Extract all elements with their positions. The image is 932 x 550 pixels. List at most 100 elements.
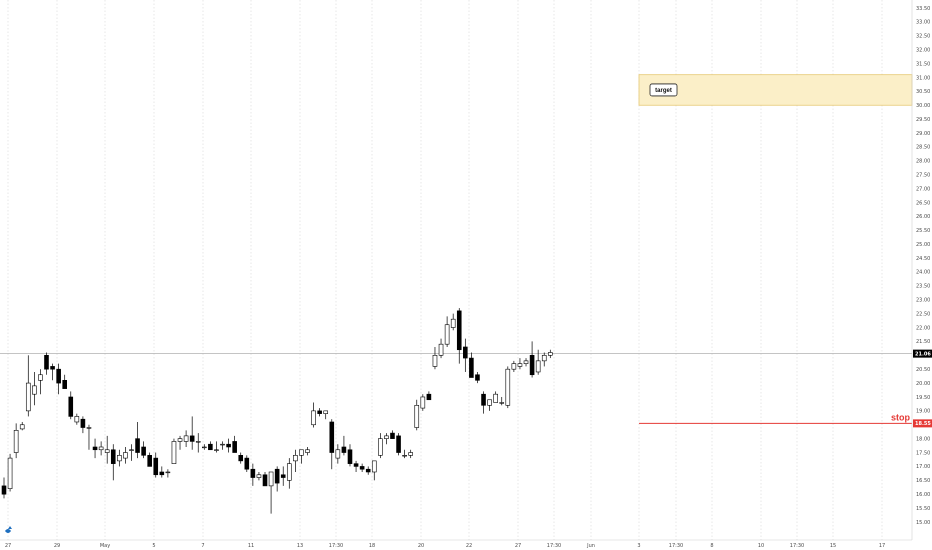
y-tick-label: 30.50 bbox=[916, 89, 930, 95]
x-tick-label: 17:30 bbox=[669, 543, 683, 549]
candle-body bbox=[299, 449, 304, 456]
candle-body bbox=[62, 380, 68, 389]
candle-body bbox=[535, 360, 541, 373]
candle bbox=[92, 438, 98, 459]
candle bbox=[305, 446, 310, 456]
candle-body bbox=[280, 474, 286, 478]
candle-body bbox=[505, 368, 511, 406]
x-tick-label: May bbox=[100, 543, 110, 549]
candle bbox=[293, 449, 298, 472]
candle bbox=[220, 441, 225, 450]
y-tick-label: 31.00 bbox=[916, 75, 930, 81]
candle bbox=[135, 421, 140, 459]
x-tick-label: 17:30 bbox=[329, 543, 343, 549]
candle-body bbox=[232, 441, 237, 453]
time-axis[interactable]: 27 29 May 5 7 11 13 17:30 18 20 22 27 17:30 Jun 3 17:30… bbox=[0, 539, 912, 549]
y-tick-label: 24.50 bbox=[916, 256, 930, 262]
candle bbox=[44, 352, 49, 375]
candle bbox=[80, 416, 86, 434]
candle-body bbox=[44, 354, 49, 370]
candles bbox=[1, 308, 553, 514]
candle bbox=[13, 423, 19, 459]
candle-body bbox=[311, 410, 316, 426]
candle bbox=[384, 433, 389, 445]
candle-body bbox=[110, 449, 116, 464]
y-tick-label: 19.00 bbox=[916, 409, 930, 415]
candle-body bbox=[123, 452, 128, 459]
candle bbox=[165, 469, 171, 478]
candle bbox=[214, 441, 219, 453]
candle-body bbox=[353, 463, 359, 467]
candle-body bbox=[463, 346, 468, 359]
candle bbox=[189, 416, 195, 450]
candle-body bbox=[117, 455, 122, 462]
x-tick-label: 22 bbox=[466, 543, 472, 549]
candle-body bbox=[517, 363, 523, 367]
candle-body bbox=[408, 452, 413, 456]
y-tick-label: 27.00 bbox=[916, 186, 930, 192]
candle-body bbox=[208, 443, 213, 451]
candle-body bbox=[523, 360, 529, 364]
candle-body bbox=[165, 471, 171, 474]
y-tick-label: 19.50 bbox=[916, 395, 930, 401]
candle-body bbox=[396, 435, 401, 453]
x-tick-label: 27 bbox=[515, 543, 521, 549]
target-zone[interactable] bbox=[638, 74, 913, 106]
candle-body bbox=[256, 474, 262, 478]
candle bbox=[378, 433, 383, 459]
candle bbox=[147, 452, 152, 467]
candle-body bbox=[92, 446, 98, 451]
y-tick-label: 25.00 bbox=[916, 242, 930, 248]
candle bbox=[1, 477, 7, 499]
candle-body bbox=[499, 402, 505, 404]
candle bbox=[25, 355, 31, 417]
candle-body bbox=[244, 457, 250, 470]
stop-price-tag-text: 18.55 bbox=[915, 421, 931, 427]
candle bbox=[547, 349, 553, 359]
x-tick-label: 17:30 bbox=[547, 543, 561, 549]
candle bbox=[98, 441, 104, 456]
candle bbox=[177, 435, 183, 450]
y-tick-label: 32.50 bbox=[916, 34, 930, 40]
candle-body bbox=[25, 382, 31, 412]
candle bbox=[529, 341, 535, 378]
candle bbox=[280, 466, 286, 486]
candle-body bbox=[202, 446, 207, 449]
stop-price-tag: 18.55 bbox=[913, 419, 932, 428]
candle bbox=[202, 444, 207, 450]
candle-body bbox=[293, 455, 298, 462]
candle-body bbox=[250, 468, 256, 478]
candle-body bbox=[104, 449, 110, 453]
candle bbox=[438, 338, 444, 359]
candle bbox=[244, 455, 250, 472]
candle-body bbox=[268, 471, 274, 487]
y-tick-label: 28.00 bbox=[916, 159, 930, 165]
candle-body bbox=[378, 438, 383, 456]
y-tick-label: 22.00 bbox=[916, 325, 930, 331]
candle-body bbox=[335, 449, 341, 459]
candle bbox=[402, 449, 407, 459]
candle bbox=[299, 449, 304, 464]
y-tick-label: 30.00 bbox=[916, 103, 930, 109]
candle bbox=[390, 430, 395, 439]
y-tick-label: 15.50 bbox=[916, 506, 930, 512]
candle-body bbox=[153, 457, 159, 476]
candle bbox=[317, 408, 322, 417]
y-tick-label: 32.00 bbox=[916, 47, 930, 53]
x-tick-label: 3 bbox=[637, 543, 640, 549]
x-tick-label: 8 bbox=[710, 543, 713, 549]
candle bbox=[463, 338, 468, 372]
candle-body bbox=[32, 385, 37, 395]
candle-body bbox=[444, 324, 450, 345]
candle-body bbox=[183, 435, 189, 442]
price-axis[interactable]: 15.0015.5016.0016.5017.0017.5018.0018.50… bbox=[911, 0, 930, 540]
candle-body bbox=[384, 435, 389, 439]
y-tick-label: 16.00 bbox=[916, 492, 930, 498]
candle-body bbox=[402, 455, 407, 457]
y-tick-label: 31.50 bbox=[916, 61, 930, 67]
candle-body bbox=[341, 446, 347, 453]
x-tick-label: 15 bbox=[830, 543, 836, 549]
candle bbox=[232, 435, 237, 453]
candle-body bbox=[135, 438, 140, 453]
